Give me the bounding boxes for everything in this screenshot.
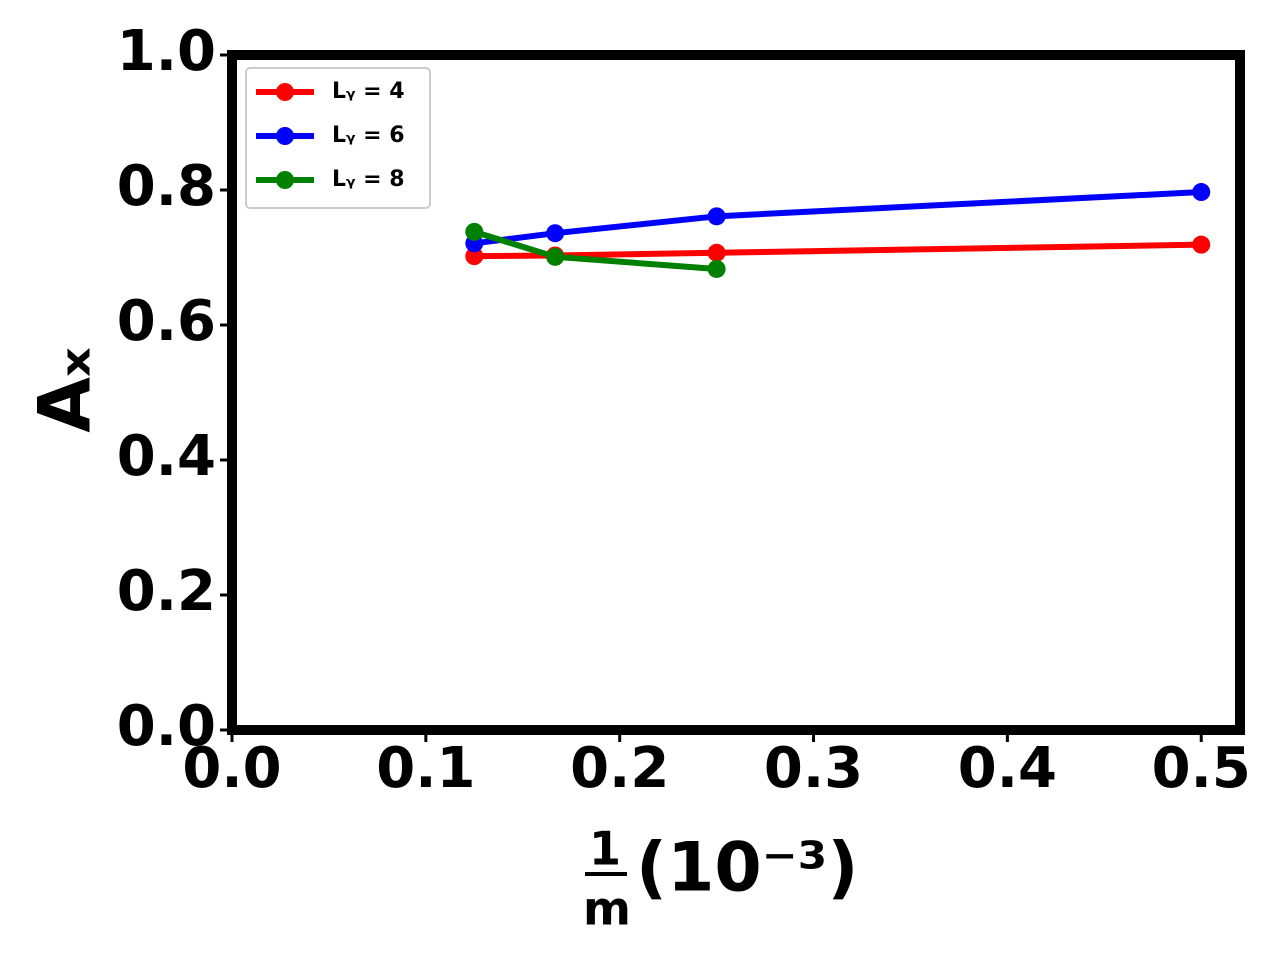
plot-frame xyxy=(227,50,1245,735)
point xyxy=(1192,235,1211,254)
x-label-numerator: 1 xyxy=(589,822,621,876)
legend-box xyxy=(245,67,431,209)
series-line xyxy=(474,241,1202,260)
point xyxy=(465,222,484,241)
point xyxy=(546,247,565,266)
x-tick-label: 0.2 xyxy=(570,736,669,801)
y-tick-label: 0.8 xyxy=(117,154,216,219)
point xyxy=(465,247,484,266)
x-tick-label: 0.1 xyxy=(376,736,475,801)
x-label-unit: (10⁻³) xyxy=(636,829,858,908)
legend-marker xyxy=(276,83,294,101)
x-label-denominator: m xyxy=(583,882,631,936)
x-tick-label: 0.4 xyxy=(958,736,1057,801)
point xyxy=(707,243,726,262)
x-tick-label: 0.5 xyxy=(1152,736,1251,801)
y-tick-label: 0.4 xyxy=(117,424,216,489)
y-tick-label: 1.0 xyxy=(117,19,216,84)
series-line xyxy=(473,189,1202,247)
y-tick-label: 0.0 xyxy=(117,694,216,759)
legend-label: Lᵧ = 4 xyxy=(332,79,405,104)
point xyxy=(707,259,726,278)
point xyxy=(1192,183,1211,202)
y-tick-label: 0.2 xyxy=(117,559,216,624)
x-tick-label: 0.0 xyxy=(182,736,281,801)
legend-marker xyxy=(276,127,294,145)
point xyxy=(546,224,565,243)
legend-label: Lᵧ = 8 xyxy=(332,167,405,192)
legend-label: Lᵧ = 6 xyxy=(332,123,405,148)
y-tick-label: 0.6 xyxy=(117,289,216,354)
y-axis-label: Aₓ xyxy=(23,347,107,433)
legend-marker xyxy=(276,171,294,189)
point xyxy=(707,207,726,226)
x-tick-label: 0.3 xyxy=(764,736,863,801)
